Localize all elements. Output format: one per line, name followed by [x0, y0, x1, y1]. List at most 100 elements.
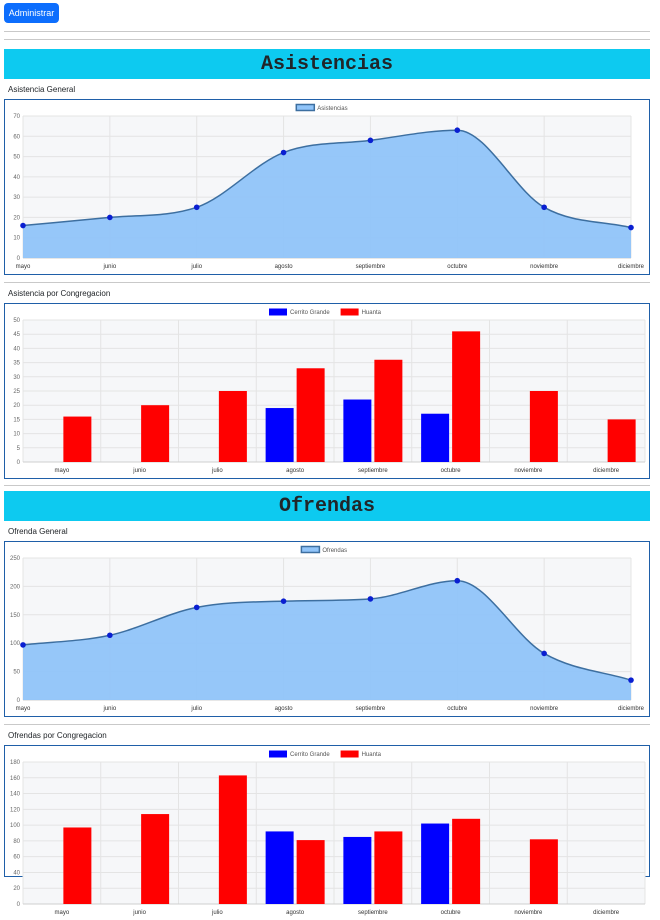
x-tick-label: mayo: [16, 706, 31, 712]
x-tick-label: noviembre: [514, 910, 543, 916]
divider: [4, 282, 650, 283]
x-tick-label: octubre: [447, 264, 468, 270]
x-tick-label: julio: [190, 264, 202, 270]
x-tick-label: julio: [211, 468, 223, 474]
y-tick-label: 40: [13, 870, 20, 876]
y-tick-label: 10: [13, 236, 20, 242]
bar: [529, 839, 558, 904]
x-tick-label: diciembre: [618, 706, 645, 712]
y-tick-label: 50: [13, 155, 20, 161]
x-tick-label: noviembre: [530, 264, 559, 270]
x-tick-label: septiembre: [356, 264, 386, 270]
data-point: [541, 650, 547, 657]
bar: [529, 391, 558, 462]
bar: [296, 840, 325, 904]
x-tick-label: octubre: [447, 706, 468, 712]
bar: [374, 831, 403, 904]
x-tick-label: agosto: [286, 468, 305, 474]
bar: [343, 399, 372, 462]
y-tick-label: 20: [13, 403, 20, 409]
series-line: [22, 579, 632, 681]
y-tick-label: 15: [13, 417, 20, 423]
x-tick-label: julio: [190, 706, 202, 712]
bar: [607, 419, 636, 462]
bar: [63, 827, 92, 904]
x-tick-label: junio: [132, 468, 146, 474]
x-tick-label: agosto: [286, 910, 305, 916]
y-tick-label: 120: [10, 807, 21, 813]
legend-swatch: [295, 103, 316, 112]
y-tick-label: 0: [17, 460, 21, 466]
asistencias-section-title: Asistencias: [4, 49, 650, 79]
y-tick-label: 5: [17, 446, 21, 452]
legend-swatch: [269, 750, 287, 758]
legend-label: Ofrendas: [322, 548, 347, 554]
data-point: [280, 598, 287, 604]
x-tick-label: diciembre: [593, 910, 620, 916]
series-area-fill: [23, 130, 631, 258]
y-tick-label: 60: [13, 134, 20, 140]
legend-label: Asistencias: [317, 106, 347, 112]
data-point: [20, 642, 26, 648]
data-point: [280, 149, 287, 156]
asistencia-general-subtitle: Asistencia General: [8, 85, 76, 94]
bar: [141, 405, 170, 462]
divider: [4, 31, 650, 32]
administrar-button[interactable]: Administrar: [4, 3, 59, 23]
y-tick-label: 50: [13, 670, 20, 676]
series-area-fill: [23, 580, 631, 700]
y-tick-label: 20: [13, 215, 20, 221]
data-point: [107, 214, 113, 221]
data-point: [367, 596, 374, 602]
ofrendas-section-title: Ofrendas: [4, 491, 650, 521]
x-tick-label: junio: [103, 706, 117, 712]
x-tick-label: agosto: [275, 706, 294, 712]
y-tick-label: 80: [13, 839, 20, 845]
y-tick-label: 35: [13, 361, 20, 367]
legend-label: Cerrito Grande: [290, 310, 330, 316]
y-tick-label: 20: [13, 886, 20, 892]
divider: [4, 485, 650, 486]
data-point: [193, 604, 200, 611]
asistencia-general-svg: 0 10 20 30 40 50 60 70 mayo junio julio agosto septi…: [13, 103, 645, 270]
bar: [421, 823, 450, 904]
x-tick-label: octubre: [441, 910, 462, 916]
y-tick-label: 0: [17, 256, 21, 262]
data-point: [20, 222, 26, 229]
y-tick-label: 50: [13, 318, 20, 324]
legend-label: Huanta: [362, 310, 382, 316]
x-tick-label: mayo: [16, 264, 31, 270]
y-tick-label: 200: [10, 584, 21, 590]
x-tick-label: septiembre: [356, 706, 386, 712]
ofrenda-general-chart: 0 50 100 150 200 250 mayo junio julio agosto septi…: [4, 541, 650, 717]
x-tick-label: mayo: [55, 910, 70, 916]
bar: [218, 775, 247, 904]
data-point: [107, 632, 113, 639]
y-tick-label: 100: [10, 641, 21, 647]
y-tick-label: 250: [10, 556, 21, 562]
data-point: [628, 677, 634, 683]
y-tick-label: 0: [17, 902, 21, 908]
legend-swatch: [340, 750, 359, 758]
y-tick-label: 10: [13, 432, 20, 438]
x-tick-label: diciembre: [593, 468, 620, 474]
x-tick-label: junio: [132, 910, 146, 916]
bar: [421, 413, 450, 462]
legend-label: Cerrito Grande: [290, 752, 330, 758]
x-tick-label: julio: [211, 910, 223, 916]
divider: [4, 39, 650, 40]
ofrendas-congregacion-subtitle: Ofrendas por Congregacion: [8, 731, 107, 740]
x-tick-label: agosto: [275, 264, 294, 270]
bar: [452, 818, 481, 904]
x-tick-label: noviembre: [514, 468, 543, 474]
bar: [452, 331, 481, 462]
x-tick-label: octubre: [441, 468, 462, 474]
ofrenda-general-subtitle: Ofrenda General: [8, 527, 68, 536]
x-tick-label: septiembre: [358, 468, 388, 474]
asistencia-general-chart: 0 10 20 30 40 50 60 70 mayo junio julio agosto septi…: [4, 99, 650, 275]
series-line: [22, 129, 632, 229]
y-tick-label: 150: [10, 613, 21, 619]
bar: [296, 368, 325, 462]
legend-swatch: [300, 545, 321, 554]
